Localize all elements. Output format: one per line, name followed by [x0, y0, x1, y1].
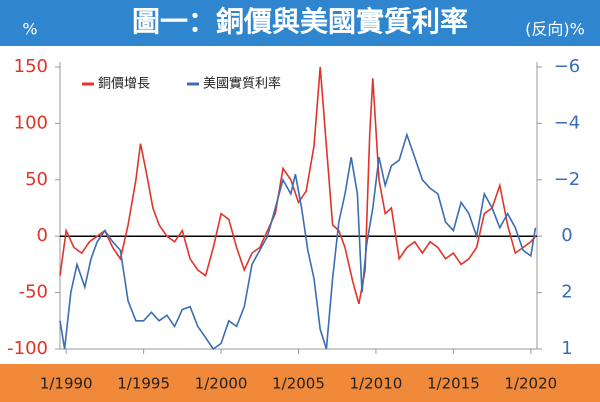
- y2-tick-label: 1: [561, 338, 572, 359]
- x-tick-label: 1/2000: [195, 375, 248, 393]
- footer-band: [0, 364, 600, 402]
- y2-axis-label: (反向)%: [525, 20, 585, 39]
- legend-label: 銅價增長: [98, 77, 150, 92]
- x-tick-label: 1/2010: [350, 375, 403, 393]
- x-tick-label: 1/2020: [504, 375, 557, 393]
- y-tick-label: -50: [19, 282, 48, 303]
- x-tick-label: 1/2005: [272, 375, 325, 393]
- y2-tick-label: −6: [554, 56, 581, 77]
- legend-label: 美國實質利率: [203, 76, 281, 92]
- y-axis-label: %: [22, 20, 37, 39]
- y-tick-label: 100: [14, 112, 48, 133]
- y-tick-label: 0: [37, 225, 48, 246]
- y2-tick-label: 0: [561, 225, 572, 246]
- y-tick-label: 150: [14, 56, 48, 77]
- chart-title: 圖一：銅價與美國實質利率: [132, 5, 468, 38]
- x-tick-label: 1/1990: [40, 375, 93, 393]
- y-tick-label: -100: [7, 338, 48, 359]
- data-line: [59, 132, 537, 351]
- x-tick-label: 1/1995: [117, 375, 170, 393]
- x-tick-label: 1/2015: [427, 375, 480, 393]
- y2-tick-label: −4: [554, 112, 581, 133]
- y2-tick-label: 2: [561, 282, 572, 303]
- data-line: [59, 66, 537, 305]
- y-tick-label: 50: [25, 169, 48, 190]
- header-band: [0, 0, 600, 46]
- y2-tick-label: −2: [554, 169, 581, 190]
